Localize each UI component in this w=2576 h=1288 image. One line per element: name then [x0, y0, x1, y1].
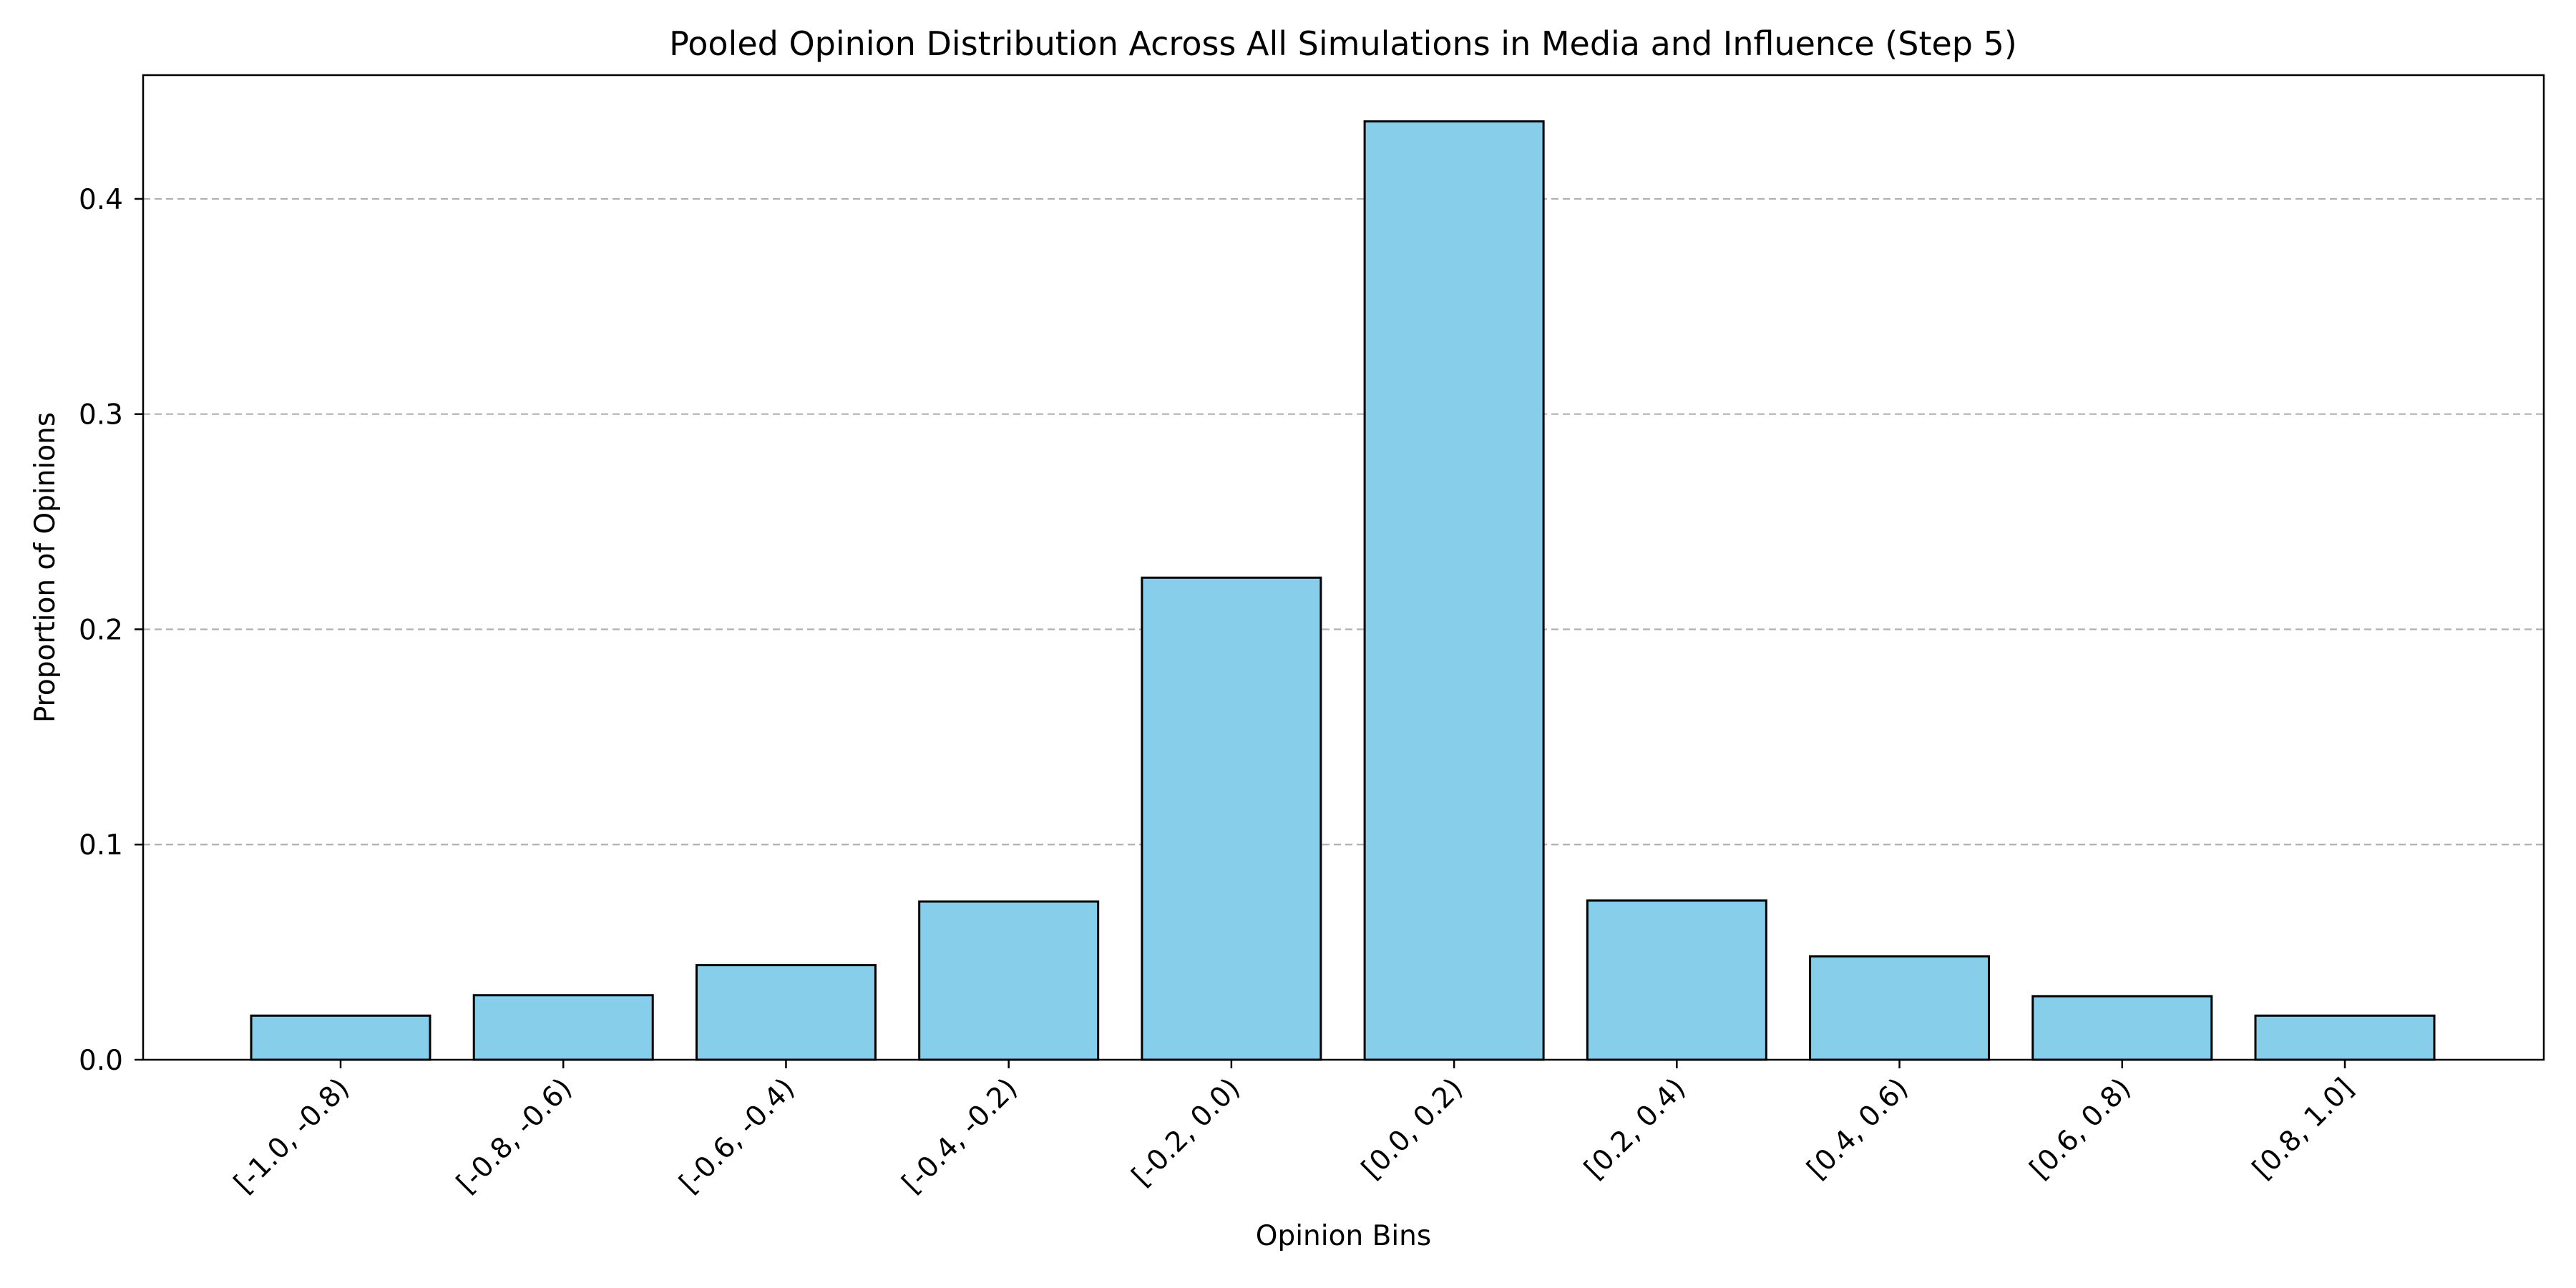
y-tick-label: 0.4 — [79, 184, 123, 216]
y-tick-label: 0.3 — [79, 399, 123, 431]
x-axis-label: Opinion Bins — [1256, 1220, 1431, 1252]
bar — [1586, 899, 1767, 1061]
plot-frame — [142, 74, 2545, 1061]
bar — [1141, 576, 1322, 1061]
chart-title: Pooled Opinion Distribution Across All S… — [669, 24, 2017, 63]
y-axis-label: Proportion of Opinions — [29, 412, 62, 723]
y-tick-label: 0.0 — [79, 1045, 123, 1077]
bar — [2031, 995, 2213, 1061]
y-tick-label: 0.1 — [79, 829, 123, 862]
bar — [1809, 955, 1991, 1061]
y-axis: 0.0 0.1 0.2 0.3 0.4 — [79, 184, 143, 1077]
bar — [2254, 1014, 2436, 1061]
bar — [472, 994, 654, 1061]
bar-layer — [250, 120, 2436, 1061]
bar — [918, 900, 1100, 1061]
y-tick-label: 0.2 — [79, 614, 123, 646]
bar — [1363, 120, 1545, 1061]
bar — [250, 1014, 431, 1061]
bar — [695, 964, 877, 1061]
